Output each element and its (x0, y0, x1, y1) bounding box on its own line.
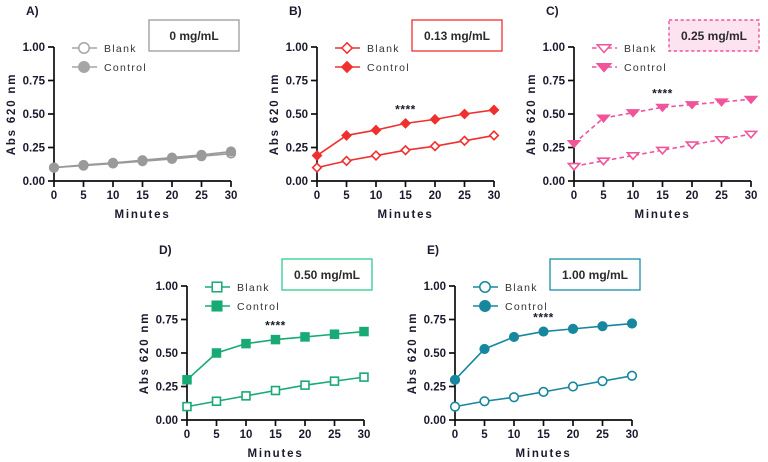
svg-text:0.25 mg/mL: 0.25 mg/mL (681, 29, 747, 43)
svg-text:0.25: 0.25 (156, 382, 179, 394)
svg-text:C): C) (546, 4, 559, 18)
svg-text:1.00: 1.00 (156, 281, 178, 293)
svg-text:Control: Control (104, 62, 147, 74)
svg-text:0.50: 0.50 (156, 348, 178, 360)
svg-text:Minutes: Minutes (114, 209, 170, 221)
svg-text:Minutes: Minutes (515, 448, 571, 460)
svg-text:10: 10 (240, 429, 253, 441)
svg-text:0.00: 0.00 (424, 415, 446, 427)
svg-text:B): B) (289, 4, 302, 18)
svg-text:30: 30 (488, 190, 501, 202)
svg-text:Control: Control (624, 62, 667, 74)
svg-text:0.50: 0.50 (286, 109, 308, 121)
svg-text:0.75: 0.75 (543, 76, 566, 88)
svg-text:30: 30 (358, 429, 371, 441)
svg-text:1.00: 1.00 (23, 42, 45, 54)
svg-text:20: 20 (429, 190, 442, 202)
svg-text:20: 20 (567, 429, 580, 441)
svg-text:1.00: 1.00 (424, 281, 446, 293)
svg-text:25: 25 (458, 190, 471, 202)
svg-text:Minutes: Minutes (634, 209, 690, 221)
svg-text:Control: Control (237, 301, 280, 313)
svg-text:15: 15 (269, 429, 282, 441)
svg-text:****: **** (265, 319, 286, 333)
svg-text:0.75: 0.75 (156, 315, 179, 327)
svg-text:Blank: Blank (624, 43, 657, 55)
svg-text:1.00: 1.00 (286, 42, 308, 54)
svg-text:5: 5 (343, 190, 350, 202)
svg-text:20: 20 (686, 190, 699, 202)
svg-text:D): D) (159, 243, 172, 257)
svg-text:5: 5 (213, 429, 220, 441)
svg-text:****: **** (533, 311, 554, 325)
svg-text:0.13 mg/mL: 0.13 mg/mL (424, 29, 490, 43)
svg-text:0.50 mg/mL: 0.50 mg/mL (294, 268, 360, 282)
svg-text:25: 25 (596, 429, 609, 441)
svg-text:Blank: Blank (367, 43, 400, 55)
svg-text:0: 0 (452, 429, 458, 441)
svg-text:Abs 620 nm: Abs 620 nm (526, 73, 538, 156)
svg-text:30: 30 (745, 190, 758, 202)
svg-text:Blank: Blank (237, 282, 270, 294)
svg-text:E): E) (427, 243, 439, 257)
svg-text:0.75: 0.75 (286, 76, 309, 88)
svg-text:15: 15 (537, 429, 550, 441)
svg-text:5: 5 (600, 190, 607, 202)
svg-text:Abs 620 nm: Abs 620 nm (407, 312, 419, 395)
svg-text:0.50: 0.50 (543, 109, 565, 121)
svg-text:****: **** (652, 86, 673, 100)
svg-text:10: 10 (508, 429, 521, 441)
svg-text:Blank: Blank (505, 282, 538, 294)
svg-text:0.50: 0.50 (23, 109, 45, 121)
svg-text:Abs 620 nm: Abs 620 nm (269, 73, 281, 156)
svg-text:15: 15 (399, 190, 412, 202)
svg-text:30: 30 (225, 190, 238, 202)
svg-text:Minutes: Minutes (377, 209, 433, 221)
svg-text:0: 0 (51, 190, 57, 202)
svg-text:25: 25 (328, 429, 341, 441)
svg-text:0.75: 0.75 (424, 315, 447, 327)
svg-text:0.25: 0.25 (286, 143, 309, 155)
svg-text:20: 20 (166, 190, 179, 202)
svg-text:15: 15 (136, 190, 149, 202)
svg-text:20: 20 (299, 429, 312, 441)
svg-text:0.25: 0.25 (543, 143, 566, 155)
svg-text:5: 5 (80, 190, 87, 202)
svg-text:10: 10 (627, 190, 640, 202)
svg-text:30: 30 (626, 429, 639, 441)
svg-text:0: 0 (184, 429, 190, 441)
svg-text:0.25: 0.25 (23, 143, 46, 155)
svg-text:0.00: 0.00 (23, 176, 45, 188)
svg-text:Minutes: Minutes (247, 448, 303, 460)
svg-text:0 mg/mL: 0 mg/mL (169, 29, 218, 43)
svg-text:25: 25 (195, 190, 208, 202)
svg-text:0: 0 (314, 190, 320, 202)
svg-text:****: **** (395, 102, 416, 116)
svg-text:25: 25 (715, 190, 728, 202)
svg-text:1.00: 1.00 (543, 42, 565, 54)
svg-text:Blank: Blank (104, 43, 137, 55)
svg-text:0.00: 0.00 (286, 176, 308, 188)
svg-text:A): A) (26, 4, 39, 18)
svg-text:0: 0 (571, 190, 577, 202)
svg-text:10: 10 (370, 190, 383, 202)
svg-text:10: 10 (107, 190, 120, 202)
svg-text:5: 5 (481, 429, 488, 441)
svg-text:0.00: 0.00 (156, 415, 178, 427)
svg-text:Control: Control (367, 62, 410, 74)
svg-text:Abs 620 nm: Abs 620 nm (6, 73, 18, 156)
svg-text:1.00 mg/mL: 1.00 mg/mL (562, 268, 628, 282)
svg-text:0.75: 0.75 (23, 76, 46, 88)
svg-text:Abs 620 nm: Abs 620 nm (139, 312, 151, 395)
svg-text:0.25: 0.25 (424, 382, 447, 394)
svg-text:15: 15 (656, 190, 669, 202)
svg-text:0.00: 0.00 (543, 176, 565, 188)
svg-text:0.50: 0.50 (424, 348, 446, 360)
